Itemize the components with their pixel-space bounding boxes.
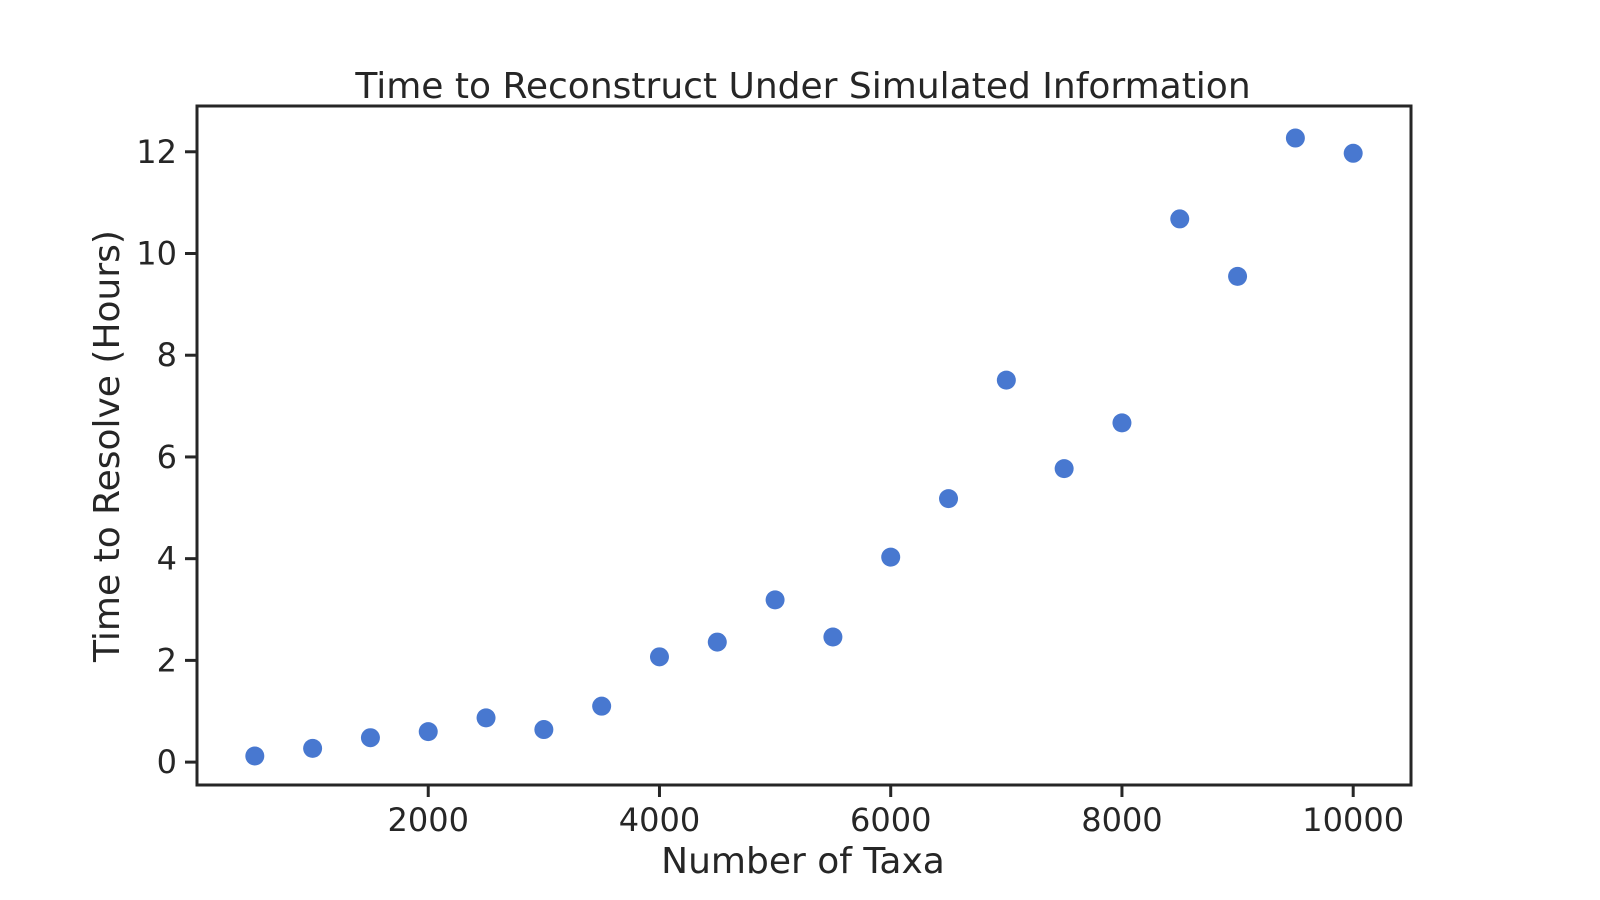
data-point [1285, 128, 1305, 148]
data-point [1343, 143, 1363, 163]
data-point [476, 708, 496, 728]
y-tick-label: 12 [136, 133, 177, 171]
data-point [823, 627, 843, 647]
y-tick-label: 6 [157, 438, 177, 476]
x-axis-label: Number of Taxa [661, 841, 945, 882]
y-tick-label: 8 [157, 336, 177, 374]
data-point [939, 489, 959, 509]
chart-title: Time to Reconstruct Under Simulated Info… [354, 66, 1250, 107]
data-point [881, 547, 901, 567]
data-point [245, 746, 265, 766]
data-point [360, 728, 380, 748]
x-tick-label: 10000 [1302, 801, 1404, 839]
data-point [303, 738, 323, 758]
y-tick-label: 10 [136, 234, 177, 272]
y-tick-label: 2 [157, 641, 177, 679]
data-point [1228, 266, 1248, 286]
x-tick-label: 4000 [619, 801, 700, 839]
data-point [534, 720, 554, 740]
data-point [592, 696, 612, 716]
y-tick-label: 4 [157, 540, 177, 578]
plot-frame [195, 104, 1413, 787]
data-point [707, 632, 727, 652]
data-point [418, 722, 438, 742]
x-tick-label: 2000 [388, 801, 469, 839]
data-point [1054, 459, 1074, 479]
y-tick-label: 0 [157, 743, 177, 781]
x-axis: 2000 4000 6000 8000 10000 [388, 785, 1404, 839]
y-axis-label: Time to Resolve (Hours) [87, 230, 128, 663]
y-axis: 0 2 4 6 8 10 12 [136, 133, 197, 781]
data-point [649, 647, 669, 667]
data-point [1112, 413, 1132, 433]
x-tick-label: 6000 [850, 801, 931, 839]
data-points [245, 128, 1363, 766]
x-tick-label: 8000 [1081, 801, 1162, 839]
data-point [1170, 209, 1190, 229]
data-point [765, 590, 785, 610]
data-point [996, 370, 1016, 390]
